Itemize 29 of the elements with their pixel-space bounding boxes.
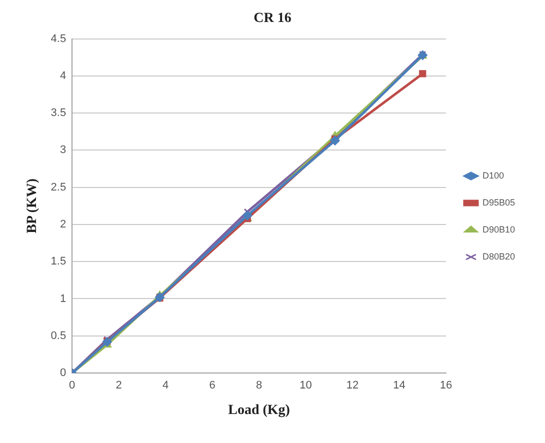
y-tick-label: 4 (60, 70, 66, 82)
x-tick-label: 14 (393, 380, 406, 392)
y-axis-title: BP (KW) (25, 178, 40, 234)
y-tick-label: 1.5 (50, 256, 66, 268)
x-tick-label: 4 (162, 380, 169, 392)
y-tick-label: 3.5 (50, 107, 66, 120)
point (419, 70, 426, 78)
x-tick-label: 8 (256, 380, 262, 392)
x-tick-label: 2 (116, 380, 122, 392)
x-tick-label: 12 (346, 380, 359, 392)
legend-label: D90B10 (482, 224, 516, 234)
x-tick-label: 16 (440, 380, 452, 392)
y-tick-label: 0 (60, 367, 66, 380)
y-tick-label: 4.5 (50, 32, 66, 45)
legend-label: D80B20 (482, 251, 516, 262)
point (242, 210, 252, 220)
y-tick-label: 3 (60, 144, 66, 156)
x-tick-label: 10 (300, 380, 312, 392)
legend-label: D95B05 (482, 197, 516, 208)
x-tick-label: 6 (209, 380, 216, 392)
chart-title: CR 16 (254, 11, 292, 26)
x-tick-label: 0 (69, 380, 76, 392)
x-axis-title: Load (Kg) (228, 403, 290, 418)
point (330, 136, 340, 146)
legend-label: D100 (482, 170, 504, 180)
y-tick-label: 2.5 (50, 181, 66, 194)
y-tick-label: 0.5 (50, 330, 66, 342)
y-tick-label: 2 (60, 218, 66, 230)
y-tick-label: 1 (60, 292, 66, 305)
